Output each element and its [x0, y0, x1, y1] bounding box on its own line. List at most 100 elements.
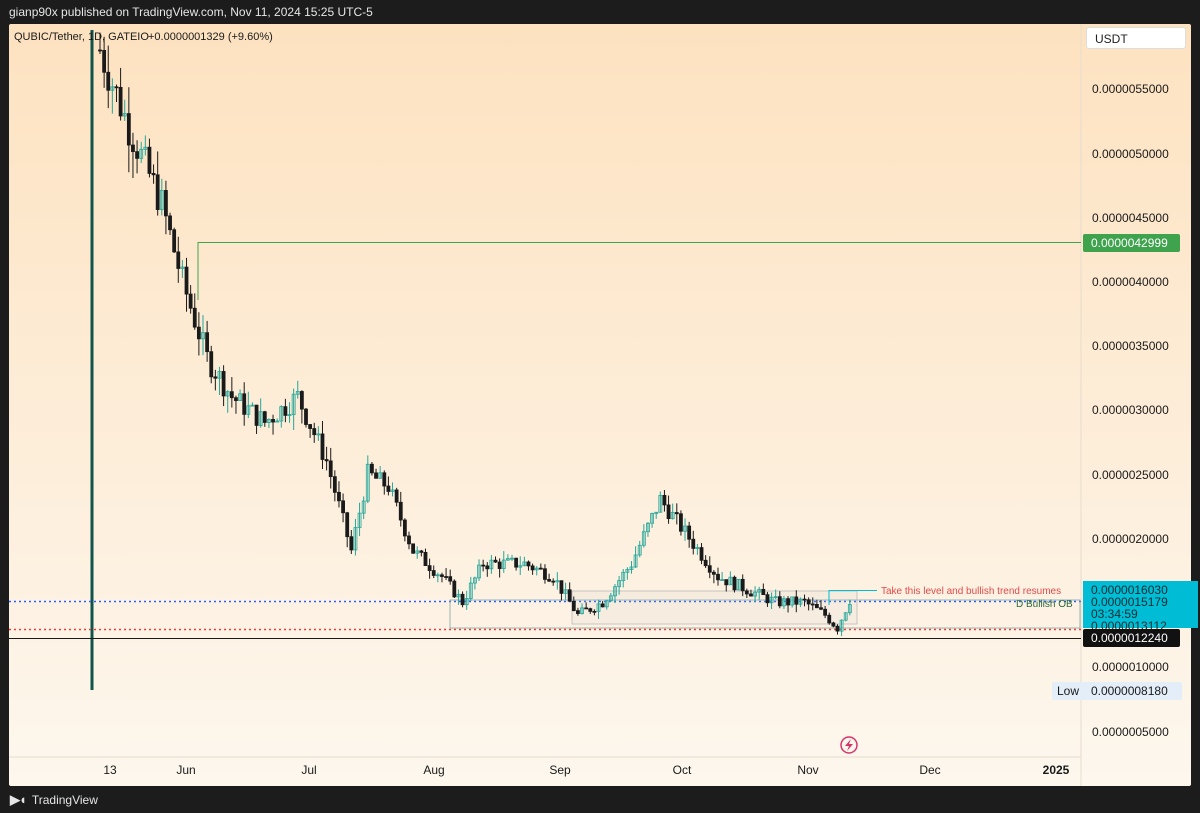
candle-body	[720, 579, 725, 582]
candle-body	[201, 332, 205, 340]
candle-body	[823, 608, 828, 616]
time-label: Sep	[549, 763, 571, 777]
candle-body	[196, 326, 201, 340]
candle-body	[559, 580, 564, 594]
countdown-badge-text: 03:34:59	[1091, 607, 1138, 621]
candle-body	[576, 610, 580, 614]
candle-body	[749, 593, 753, 597]
price-label: 0.0000035000	[1092, 339, 1169, 353]
candle-body	[608, 595, 613, 602]
candle-body	[337, 491, 341, 502]
candle-body	[588, 608, 593, 612]
candle-body	[654, 511, 659, 514]
price-label: 0.0000025000	[1092, 468, 1169, 482]
price-label: 0.0000005000	[1092, 725, 1169, 739]
candle-body	[464, 598, 469, 606]
price-label: 0.0000010000	[1092, 660, 1169, 674]
candle-body	[567, 589, 572, 602]
candle-body	[192, 307, 197, 328]
candle-body	[650, 513, 654, 524]
candle-body	[374, 472, 378, 479]
candle-body	[728, 576, 733, 586]
low-badge-value: 0.0000008180	[1091, 684, 1168, 698]
candle-body	[460, 593, 465, 606]
candle-body	[382, 472, 387, 487]
candle-body	[477, 564, 481, 579]
candle-body	[687, 525, 692, 540]
candle-body	[122, 113, 127, 117]
candle-body	[538, 567, 543, 570]
candle-body	[221, 371, 226, 397]
lightning-icon[interactable]	[840, 736, 858, 754]
candle-body	[819, 607, 823, 610]
candle-body	[782, 598, 786, 607]
time-label: Aug	[423, 763, 444, 777]
candle-body	[172, 229, 177, 253]
candle-body	[497, 561, 502, 569]
time-label: Oct	[673, 763, 692, 777]
candle-body	[489, 559, 494, 570]
range-box[interactable]	[571, 590, 858, 625]
candle-body	[473, 577, 477, 584]
candle-body	[131, 144, 135, 153]
candle-body	[427, 565, 432, 571]
chart-background	[9, 24, 1191, 786]
candle-body	[415, 550, 420, 554]
candle-body	[510, 557, 514, 560]
price-label: 0.0000030000	[1092, 403, 1169, 417]
candle-body	[501, 559, 506, 569]
candle-body	[164, 190, 168, 217]
candle-body	[584, 607, 589, 610]
candle-body	[481, 564, 486, 567]
candle-body	[349, 536, 354, 551]
candle-body	[98, 49, 102, 52]
candle-body	[790, 596, 795, 606]
footer-brand: TradingView	[31, 793, 98, 807]
candle-body	[485, 565, 490, 570]
bullish-ob-box[interactable]	[449, 599, 1081, 629]
price-label: 0.0000055000	[1092, 82, 1169, 96]
candle-body	[205, 332, 210, 353]
candle-body	[147, 146, 152, 174]
candle-body	[518, 565, 523, 568]
candle-body	[596, 603, 601, 612]
candle-body	[238, 393, 242, 402]
candle-body	[621, 571, 626, 582]
candle-body	[806, 599, 811, 605]
candle-body	[514, 557, 519, 568]
candle-body	[571, 600, 576, 612]
candle-body	[390, 489, 395, 492]
candle-body	[600, 603, 605, 608]
candle-body	[345, 512, 350, 538]
candle-body	[106, 71, 111, 91]
candle-body	[798, 598, 803, 605]
candle-body	[299, 391, 304, 410]
currency-button[interactable]: USDT	[1086, 27, 1186, 49]
candle-body	[843, 612, 848, 621]
resistance-badge-text: 0.0000042999	[1091, 236, 1168, 250]
candle-body	[168, 215, 172, 231]
candle-body	[753, 591, 757, 597]
price-label: 0.0000045000	[1092, 211, 1169, 225]
candle-body	[213, 376, 218, 379]
candle-body	[361, 500, 366, 514]
candle-body	[703, 559, 708, 567]
candle-body	[225, 391, 230, 397]
candle-body	[114, 86, 119, 89]
support-badge	[1083, 629, 1180, 647]
candle-body	[242, 393, 247, 415]
candle-body	[534, 567, 539, 571]
candle-body	[188, 293, 193, 309]
candle-body	[625, 569, 630, 573]
time-label: 2025	[1043, 763, 1070, 777]
candle-body	[641, 531, 646, 546]
candle-body	[547, 579, 551, 582]
candle-body	[773, 596, 778, 599]
candle-body	[110, 86, 115, 91]
legend-symbol: QUBIC/Tether, 1D, GATEIO	[14, 31, 149, 43]
candle-body	[267, 418, 271, 423]
candle-body	[683, 525, 687, 532]
candle-body	[522, 561, 527, 567]
candle-body	[456, 593, 461, 598]
